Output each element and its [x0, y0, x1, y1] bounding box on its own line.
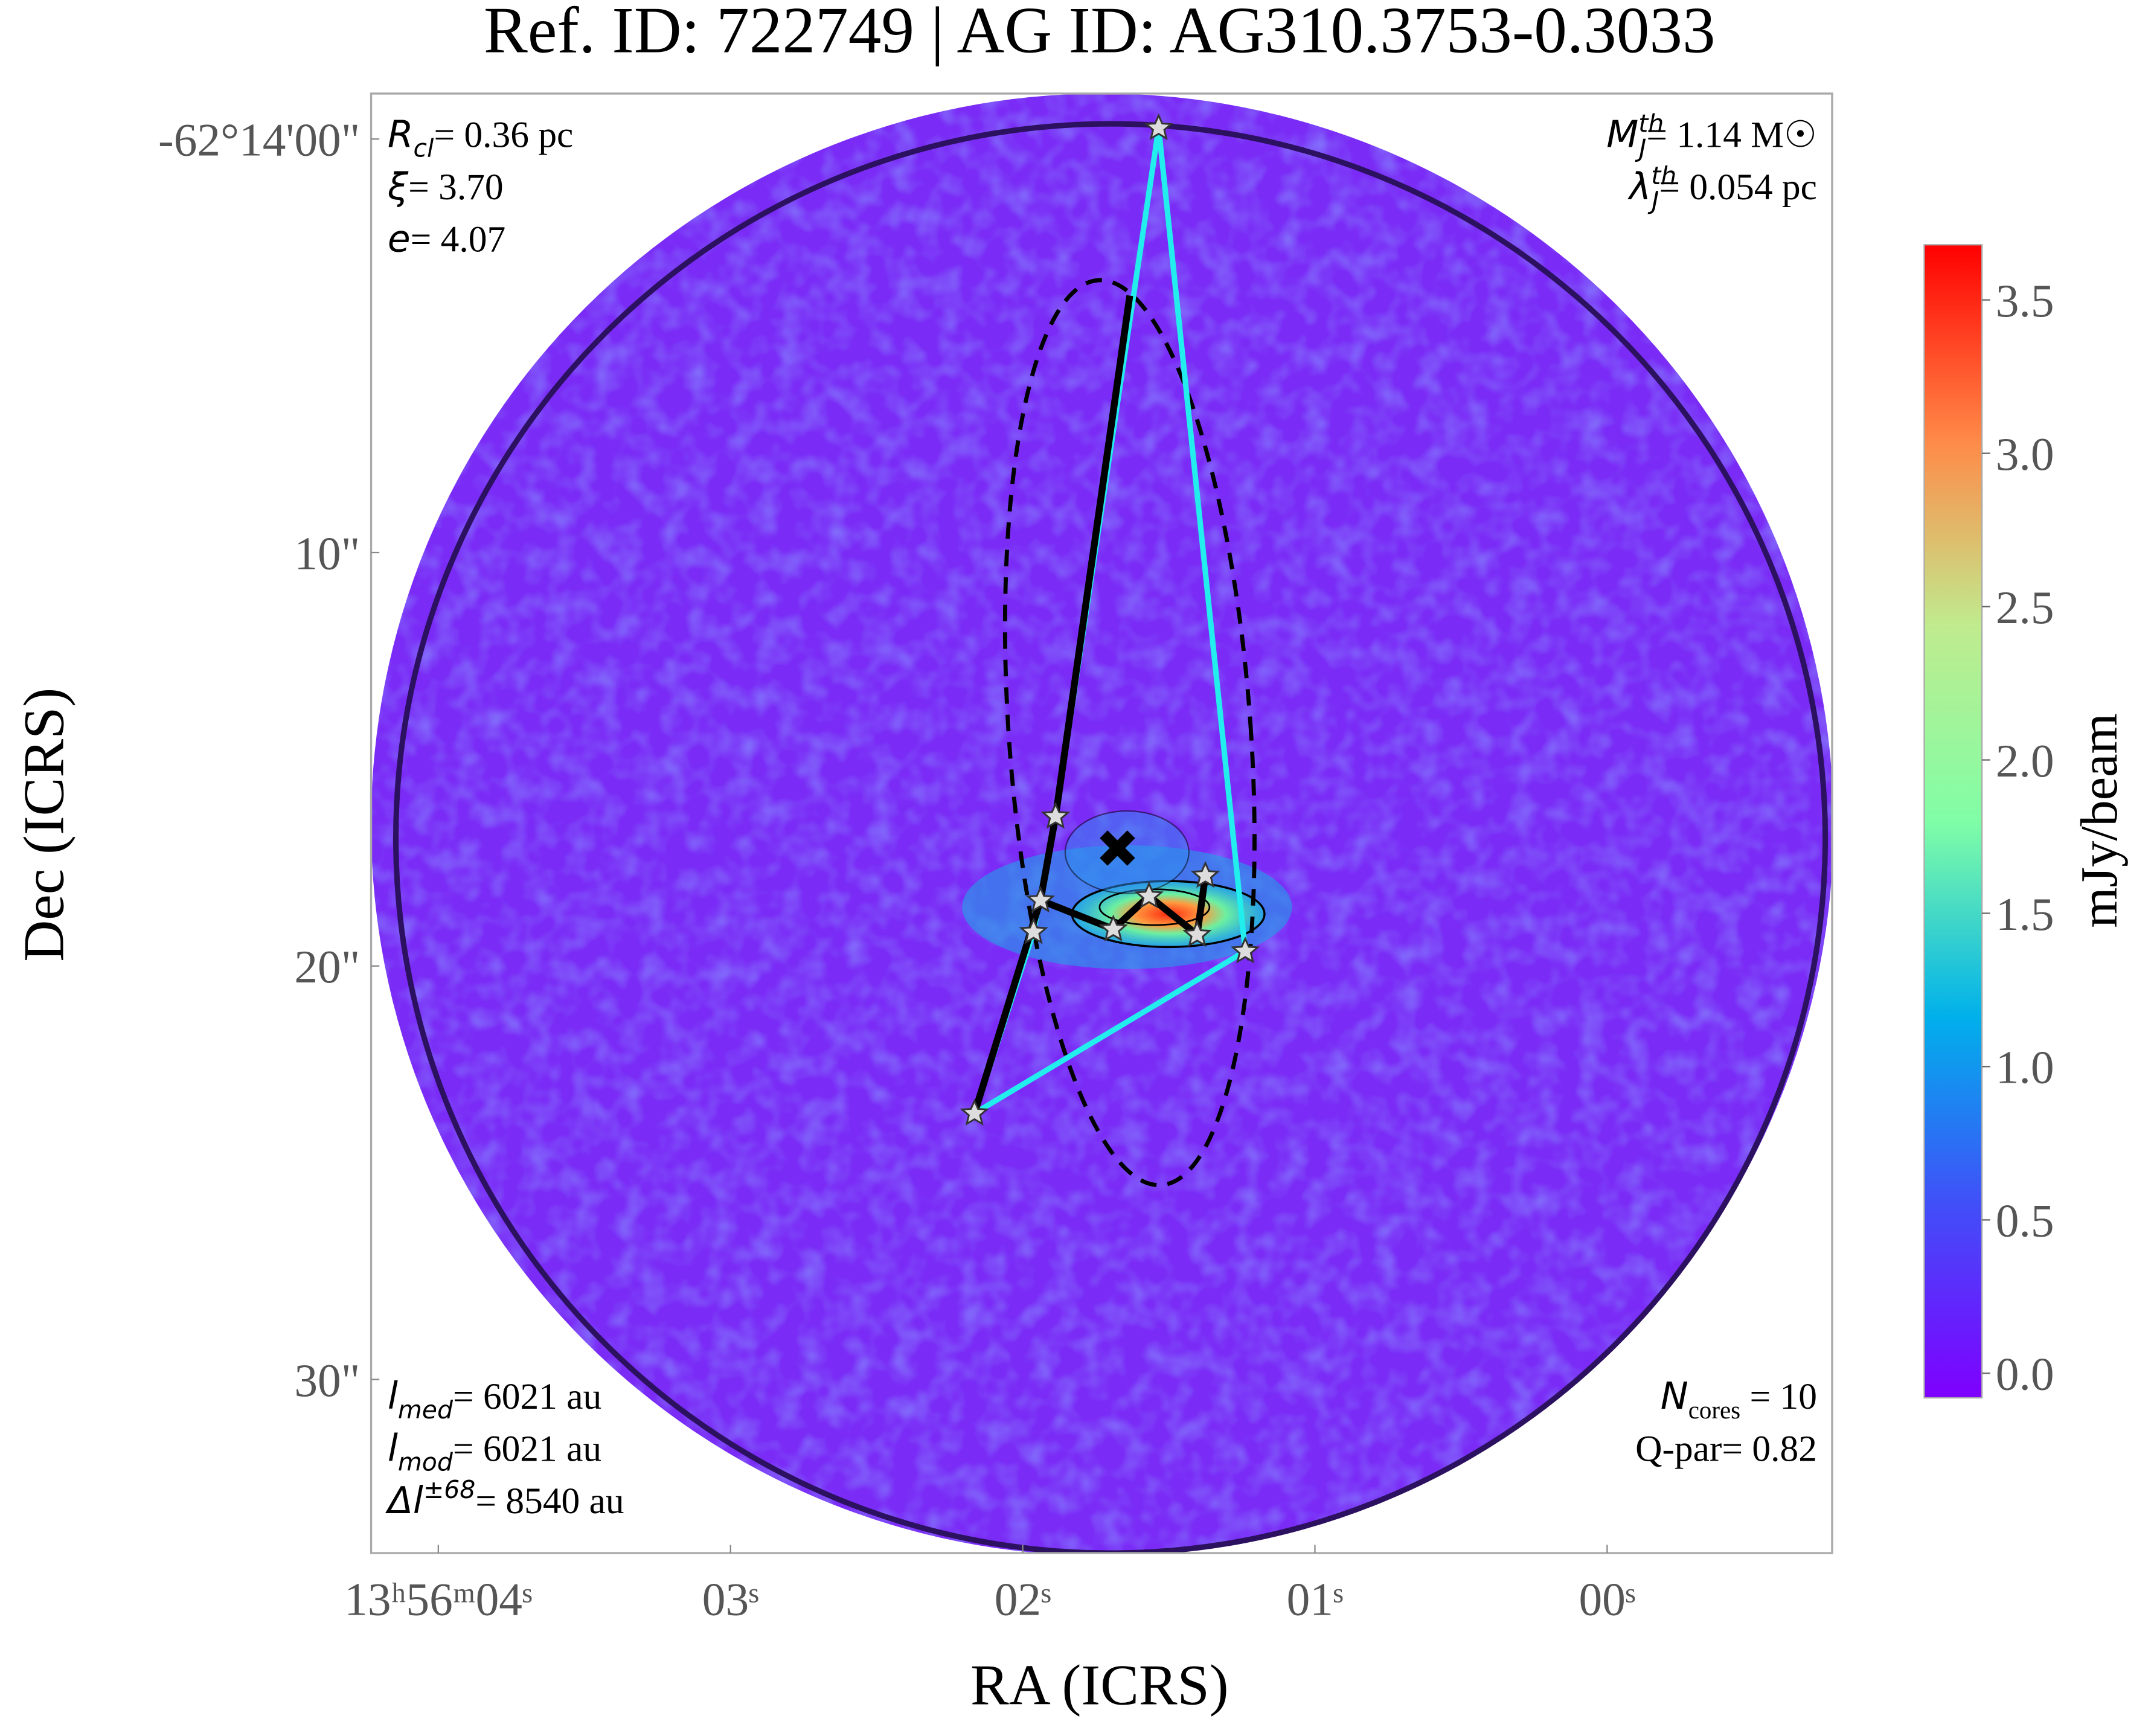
- annotation-symbol: N: [1661, 1375, 1688, 1418]
- x-tick-label: 13ʰ56ᵐ04ˢ: [344, 1574, 532, 1625]
- frame: [370, 92, 1833, 1554]
- colorbar: [1923, 244, 1983, 1399]
- colorbar-tick-label: 3.0: [1996, 428, 2054, 480]
- annotation-sub: med: [398, 1395, 454, 1424]
- chart-title: Ref. ID: 722749 | AG ID: AG310.3753-0.30…: [484, 0, 1716, 67]
- clump-circle: [393, 121, 1828, 1554]
- y-tick-label: 10": [294, 527, 360, 579]
- x-axis-label: RA (ICRS): [970, 1653, 1229, 1717]
- annotation-text: = 6021 au: [453, 1376, 601, 1417]
- annotation-text: = 1.14 M☉: [1646, 115, 1817, 156]
- annotation-sup: th: [1651, 161, 1676, 190]
- annotation-sup: ±68: [423, 1475, 475, 1504]
- fit-ellipse: [1002, 278, 1257, 1188]
- y-tick-label: 30": [294, 1354, 360, 1406]
- annotation: Ncores = 10: [1661, 1375, 1817, 1424]
- mst: [971, 295, 1133, 1115]
- annotation-text: = 8540 au: [475, 1481, 624, 1522]
- annotation-text: = 0.054 pc: [1659, 167, 1817, 208]
- annotation: ξ= 3.70: [387, 165, 504, 208]
- annotation-text: = 4.07: [411, 219, 506, 260]
- annotation-sub: cl: [414, 134, 435, 163]
- annotation-symbol: l: [388, 1427, 398, 1470]
- annotation: Mth J= 1.14 M☉: [1606, 109, 1817, 163]
- annotation: λth J= 0.054 pc: [1627, 161, 1817, 215]
- annotation-symbol: Δl: [385, 1479, 423, 1522]
- annotation-text: = 0.82: [1722, 1429, 1817, 1470]
- annotation: lmed= 6021 au: [388, 1375, 601, 1424]
- annotation-text: = 10: [1740, 1376, 1817, 1417]
- x-tick-label: 01ˢ: [1287, 1574, 1344, 1625]
- annotation-symbol: λ: [1627, 165, 1651, 208]
- colorbar-tick-label: 2.5: [1996, 581, 2054, 633]
- annotation-sub: mod: [398, 1448, 454, 1477]
- x-tick-label: 02ˢ: [995, 1574, 1051, 1625]
- annotation: lmod= 6021 au: [388, 1427, 601, 1477]
- colorbar-tick-label: 1.5: [1996, 888, 2054, 940]
- centroid: [1100, 830, 1135, 866]
- annotation-symbol: e: [388, 218, 411, 261]
- annotation: e= 4.07: [388, 218, 505, 261]
- x-tick-label: 03ˢ: [702, 1574, 759, 1625]
- colorbar-tick-label: 0.5: [1996, 1195, 2054, 1247]
- annotation-symbol: l: [388, 1375, 398, 1418]
- annotation-text: = 6021 au: [453, 1429, 601, 1470]
- annotation: Δl±68= 8540 au: [385, 1475, 624, 1522]
- colorbar-tick-label: 2.0: [1996, 735, 2054, 787]
- annotation-symbol: R: [388, 114, 414, 156]
- y-tick-label: -62°14'00": [158, 114, 360, 166]
- colorbar-tick-label: 1.0: [1996, 1042, 2054, 1094]
- annotation-text: = 0.36 pc: [434, 115, 573, 156]
- annotation-symbol: M: [1606, 114, 1638, 156]
- annotation-sup: th: [1638, 109, 1664, 138]
- annotation-symbol: Q-par: [1635, 1429, 1722, 1470]
- y-tick-label: 20": [294, 941, 360, 993]
- annotation: Rcl= 0.36 pc: [388, 114, 573, 163]
- annotation-symbol: ξ: [387, 165, 409, 208]
- annotation: Q-par= 0.82: [1635, 1429, 1817, 1470]
- annotation-sub: cores: [1688, 1396, 1740, 1424]
- colorbar-tick-label: 0.0: [1996, 1348, 2054, 1400]
- map: [371, 93, 1832, 1554]
- annotation-text: = 3.70: [408, 167, 504, 208]
- x-tick-label: 00ˢ: [1579, 1574, 1635, 1625]
- colorbar-label: mJy/beam: [2070, 713, 2128, 927]
- colorbar-tick-label: 3.5: [1996, 275, 2054, 327]
- y-axis-label: Dec (ICRS): [12, 688, 76, 962]
